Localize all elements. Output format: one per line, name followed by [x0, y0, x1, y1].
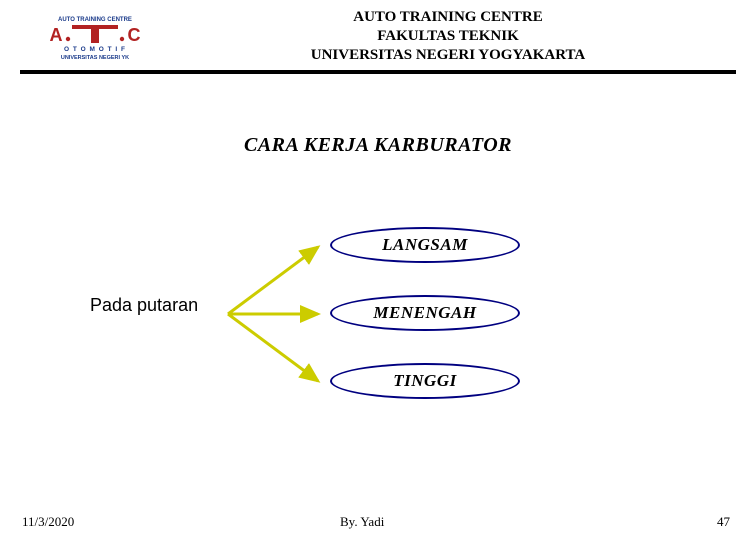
logo-bottom1: O T O M O T I F [64, 46, 126, 53]
logo-bottom2: UNIVERSITAS NEGERI YK [61, 55, 129, 61]
bubble-tinggi: TINGGI [330, 363, 520, 399]
arrow-to-langsam [228, 247, 318, 314]
diagram: Pada putaran LANGSAM MENENGAH TINGGI [0, 217, 756, 417]
bubble-langsam-label: LANGSAM [382, 235, 468, 255]
footer-date: 11/3/2020 [0, 514, 220, 530]
bubble-tinggi-label: TINGGI [393, 371, 456, 391]
header-line1: AUTO TRAINING CENTRE [190, 8, 706, 27]
logo-dot-left [66, 37, 70, 41]
header-text-block: AUTO TRAINING CENTRE FAKULTAS TEKNIK UNI… [190, 8, 736, 64]
left-label: Pada putaran [90, 295, 198, 316]
logo-stem [91, 25, 99, 43]
header-rule [20, 70, 736, 74]
footer-page: 47 [696, 514, 756, 530]
bubble-menengah-label: MENENGAH [373, 303, 476, 323]
bubble-menengah: MENENGAH [330, 295, 520, 331]
logo-dot-right [120, 37, 124, 41]
arrow-to-tinggi [228, 314, 318, 381]
bubble-langsam: LANGSAM [330, 227, 520, 263]
logo-letter-a: A [50, 25, 63, 45]
slide-page: AUTO TRAINING CENTRE A C O T O M O T I F… [0, 0, 756, 540]
title-row: CARA KERJA KARBURATOR [0, 134, 756, 157]
logo: AUTO TRAINING CENTRE A C O T O M O T I F… [20, 11, 170, 61]
footer-by: By. Yadi [220, 514, 696, 530]
footer: 11/3/2020 By. Yadi 47 [0, 514, 756, 530]
header: AUTO TRAINING CENTRE A C O T O M O T I F… [0, 0, 756, 70]
page-title: CARA KERJA KARBURATOR [244, 134, 512, 156]
arrows-svg [218, 229, 338, 409]
header-line3: UNIVERSITAS NEGERI YOGYAKARTA [190, 46, 706, 65]
header-line2: FAKULTAS TEKNIK [190, 27, 706, 46]
logo-svg: AUTO TRAINING CENTRE A C O T O M O T I F… [20, 11, 170, 61]
logo-letter-c: C [128, 25, 141, 45]
logo-top-text: AUTO TRAINING CENTRE [58, 17, 132, 23]
